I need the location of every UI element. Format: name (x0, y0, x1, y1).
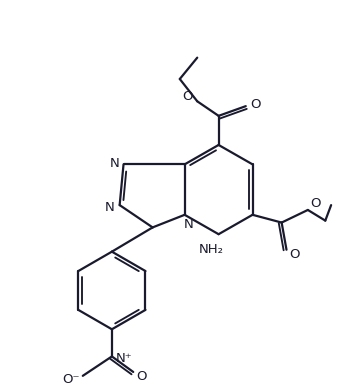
Text: O: O (251, 98, 261, 111)
Text: N: N (105, 200, 115, 214)
Text: N: N (110, 157, 120, 170)
Text: O: O (182, 90, 192, 103)
Text: O: O (136, 370, 147, 383)
Text: N⁺: N⁺ (116, 352, 133, 365)
Text: O: O (289, 248, 300, 261)
Text: O⁻: O⁻ (62, 373, 80, 386)
Text: O: O (311, 197, 321, 210)
Text: NH₂: NH₂ (198, 243, 223, 256)
Text: N: N (184, 218, 193, 231)
